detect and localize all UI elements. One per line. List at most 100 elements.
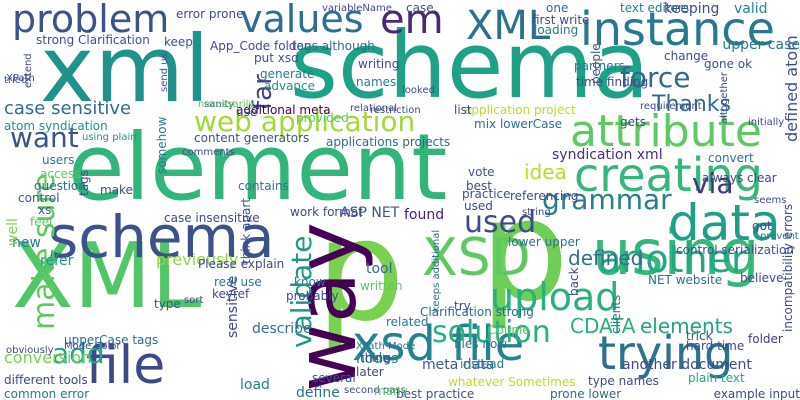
cloud-word: best <box>466 179 492 193</box>
cloud-word: tags although <box>292 39 375 53</box>
cloud-word: best practice <box>396 387 475 400</box>
cloud-word: somehow <box>155 116 169 174</box>
cloud-word: used <box>464 199 493 213</box>
cloud-word: clients <box>609 294 623 334</box>
cloud-word: think apart <box>239 198 253 264</box>
cloud-word: whatever Sometimes <box>448 375 576 389</box>
cloud-word: extend <box>23 53 34 88</box>
cloud-word: well <box>5 218 21 246</box>
cloud-word: Mode Color <box>64 341 121 352</box>
cloud-word: many <box>374 384 408 398</box>
cloud-word: keeping <box>664 1 720 17</box>
cloud-word: NET website <box>648 273 723 287</box>
cloud-word: syndication xml <box>552 147 663 163</box>
cloud-word: xsd file <box>352 316 525 372</box>
cloud-word: want <box>10 121 79 154</box>
cloud-word: XSD <box>422 228 531 288</box>
cloud-word: application project <box>464 103 576 117</box>
cloud-word: altogether <box>719 72 730 124</box>
cloud-word: force <box>620 61 691 94</box>
cloud-word: relational <box>350 103 398 114</box>
cloud-word: Couple <box>488 323 530 337</box>
cloud-word: problem <box>12 0 170 41</box>
cloud-word: type names <box>588 374 659 388</box>
cloud-word: loading <box>534 23 579 37</box>
cloud-word: lower upper <box>508 235 580 249</box>
cloud-word: written <box>360 279 403 293</box>
cloud-word: web application <box>194 105 416 138</box>
cloud-word: element <box>68 114 448 221</box>
cloud-word: file <box>86 336 166 396</box>
cloud-word: Please explain <box>198 257 285 271</box>
cloud-word: App_Code folder <box>210 39 309 53</box>
cloud-word: trying <box>598 326 734 380</box>
cloud-word: XML <box>12 224 202 329</box>
cloud-word: vote <box>468 165 495 179</box>
cloud-word: later <box>356 365 384 379</box>
cloud-word: tried <box>4 75 28 86</box>
cloud-word: XPath Mode <box>356 341 416 352</box>
cloud-word: access <box>40 167 81 181</box>
cloud-word: question <box>34 179 86 193</box>
cloud-word: mix lowerCase <box>474 117 563 131</box>
cloud-word: type <box>154 297 181 311</box>
cloud-word: grammar <box>542 183 672 216</box>
cloud-word: incompatibility errors <box>781 203 795 332</box>
cloud-word: valid <box>734 1 768 17</box>
cloud-word: restriction <box>370 105 421 116</box>
cloud-word: XPath <box>6 73 35 84</box>
cloud-word: p <box>316 190 405 353</box>
cloud-word: load <box>240 377 270 393</box>
cloud-word: using plain <box>82 132 137 143</box>
cloud-word: provided <box>296 111 349 125</box>
cloud-word: prone lower <box>550 387 622 400</box>
cloud-word: try <box>454 299 471 313</box>
cloud-word: data <box>668 194 781 252</box>
cloud-word: folder <box>748 332 783 346</box>
cloud-word: defined <box>568 246 644 270</box>
cloud-word: initially <box>748 117 785 128</box>
cloud-word: text editors <box>620 1 690 15</box>
cloud-word: obviously <box>6 345 54 356</box>
cloud-word: content generators <box>194 131 310 145</box>
cloud-word: elements <box>640 314 733 338</box>
cloud-word: used <box>464 205 537 240</box>
cloud-word: em <box>380 0 444 43</box>
cloud-word: believe <box>740 271 784 285</box>
cloud-word: p <box>480 170 569 333</box>
cloud-word: seems <box>754 195 787 206</box>
cloud-word: advance <box>264 79 316 93</box>
cloud-word: files now <box>454 337 508 351</box>
cloud-word: looked <box>402 85 435 96</box>
cloud-word: error prone <box>176 7 244 21</box>
cloud-word: add <box>52 337 105 370</box>
cloud-word: atom syndication <box>4 119 108 133</box>
cloud-word: gets <box>620 115 646 129</box>
cloud-word: schema <box>290 12 650 119</box>
cloud-word: know <box>294 275 326 289</box>
cloud-word: requirement <box>640 101 702 112</box>
cloud-word: define <box>296 385 340 400</box>
cloud-word: applications projects <box>326 135 451 149</box>
cloud-word: example input <box>713 387 800 400</box>
cloud-word: one <box>546 1 569 15</box>
cloud-word: several <box>312 371 356 385</box>
cloud-word: creating <box>574 148 763 202</box>
cloud-word: feel <box>30 215 53 229</box>
cloud-word: comments <box>182 147 235 158</box>
cloud-word: upperCase tags <box>64 333 159 347</box>
cloud-word: instead <box>460 357 505 371</box>
cloud-word: tags <box>77 170 91 196</box>
cloud-word: partners <box>574 59 625 73</box>
cloud-word: xs <box>38 203 52 217</box>
cloud-word: attribute <box>570 106 762 157</box>
cloud-word: upload <box>490 275 620 319</box>
cloud-word: values <box>240 0 364 41</box>
cloud-word: contains <box>238 179 289 193</box>
cloud-word: idea <box>524 160 567 184</box>
cloud-word: refer <box>40 253 74 269</box>
cloud-word: change <box>664 49 709 63</box>
cloud-word: plain text <box>688 371 745 385</box>
cloud-word: xml <box>40 16 210 123</box>
